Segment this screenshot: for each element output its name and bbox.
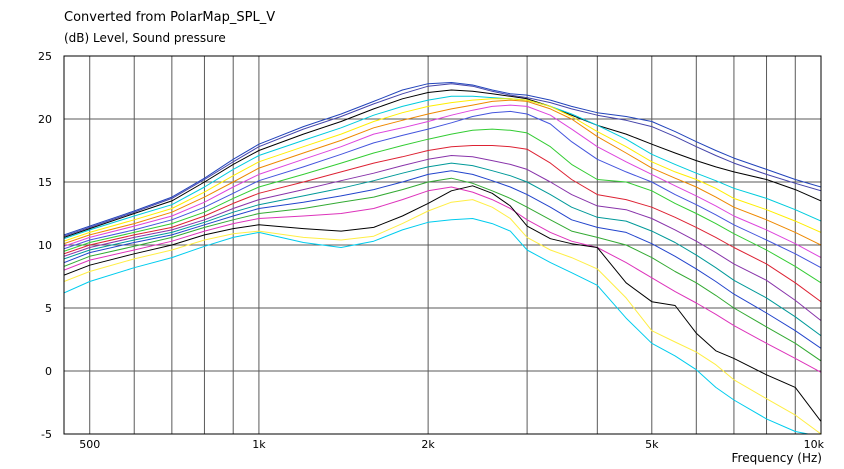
y-tick-label: 25 — [38, 50, 52, 63]
series-line-2 — [64, 83, 821, 237]
y-tick-labels: 25 20 15 10 5 0 -5 — [38, 50, 52, 441]
series-lines — [64, 82, 821, 434]
series-line-13 — [64, 170, 821, 349]
series-line-5 — [64, 98, 821, 242]
series-line-11 — [64, 155, 821, 321]
series-line-17 — [64, 199, 821, 434]
series-line-15 — [64, 186, 821, 373]
x-tick-label: 2k — [421, 438, 435, 451]
y-tick-label: 20 — [38, 113, 52, 126]
y-tick-label: 15 — [38, 176, 52, 189]
x-tick-label: 10k — [804, 438, 825, 451]
series-line-7 — [64, 104, 821, 259]
series-line-18 — [64, 218, 811, 434]
y-tick-label: -5 — [41, 428, 52, 441]
series-line-16 — [64, 185, 821, 422]
series-line-3 — [64, 89, 821, 238]
plot-frame — [63, 55, 822, 435]
y-axis-label: (dB) Level, Sound pressure — [64, 31, 226, 45]
series-line-9 — [64, 128, 821, 284]
x-axis-label: Frequency (Hz) — [731, 451, 823, 465]
y-tick-label: 0 — [45, 365, 52, 378]
y-tick-label: 5 — [45, 302, 52, 315]
x-tick-label: 500 — [79, 438, 100, 451]
series-line-1 — [64, 82, 821, 236]
series-line-10 — [64, 145, 821, 303]
series-line-14 — [64, 177, 821, 362]
x-tick-label: 5k — [645, 438, 659, 451]
series-line-12 — [64, 162, 821, 337]
x-tick-label: 1k — [252, 438, 266, 451]
x-tick-labels: 500 1k 2k 5k 10k — [79, 438, 824, 451]
chart-title: Converted from PolarMap_SPL_V — [64, 10, 276, 25]
grid — [64, 55, 821, 435]
y-tick-label: 10 — [38, 239, 52, 252]
series-line-4 — [64, 95, 821, 240]
series-line-6 — [64, 99, 821, 246]
series-line-8 — [64, 110, 821, 269]
